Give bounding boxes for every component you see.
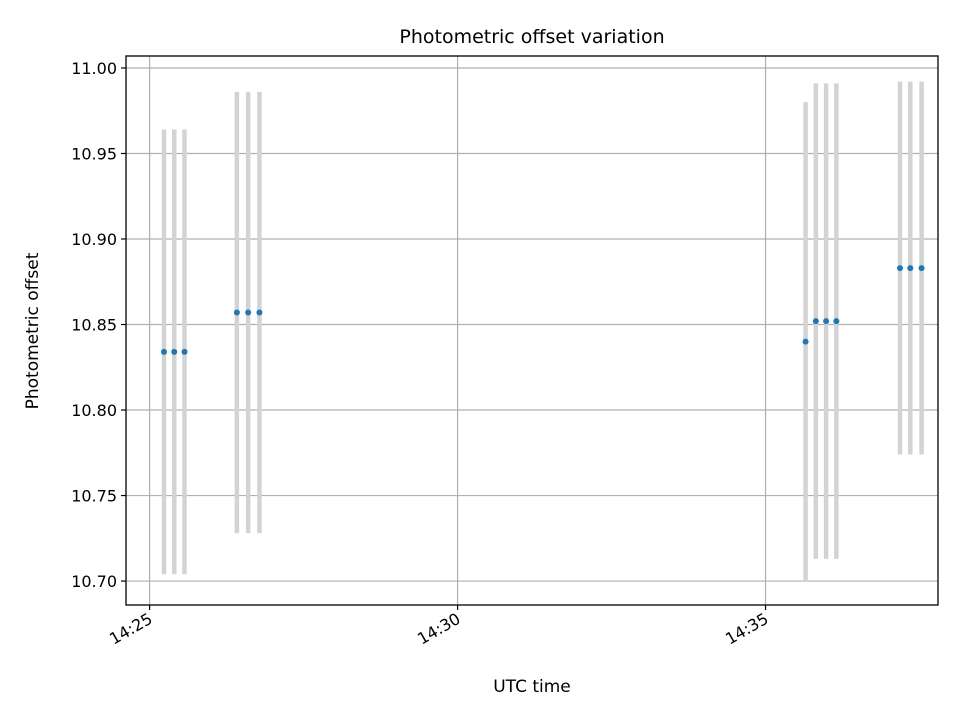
data-point: [918, 265, 925, 272]
data-point: [907, 265, 914, 272]
data-point: [233, 309, 240, 316]
data-point: [245, 309, 252, 316]
data-point: [812, 318, 819, 325]
data-point: [160, 348, 167, 355]
plot-frame: [125, 55, 939, 606]
x-axis-label: UTC time: [493, 677, 571, 697]
data-point: [823, 318, 830, 325]
y-tick-label: 10.95: [71, 144, 117, 163]
y-tick-label: 10.90: [71, 230, 117, 249]
y-tick-label: 10.70: [71, 572, 117, 591]
data-point: [181, 348, 188, 355]
y-tick-label: 10.85: [71, 316, 117, 335]
data-point: [802, 338, 809, 345]
data-point: [833, 318, 840, 325]
y-axis-label: Photometric offset: [23, 252, 43, 409]
data-point: [256, 309, 263, 316]
y-tick-label: 10.80: [71, 401, 117, 420]
y-tick-label: 10.75: [71, 487, 117, 506]
data-points: [160, 265, 925, 355]
data-point: [171, 348, 178, 355]
chart-title: Photometric offset variation: [399, 26, 664, 48]
y-tick-label: 11.00: [71, 59, 117, 78]
data-point: [897, 265, 904, 272]
